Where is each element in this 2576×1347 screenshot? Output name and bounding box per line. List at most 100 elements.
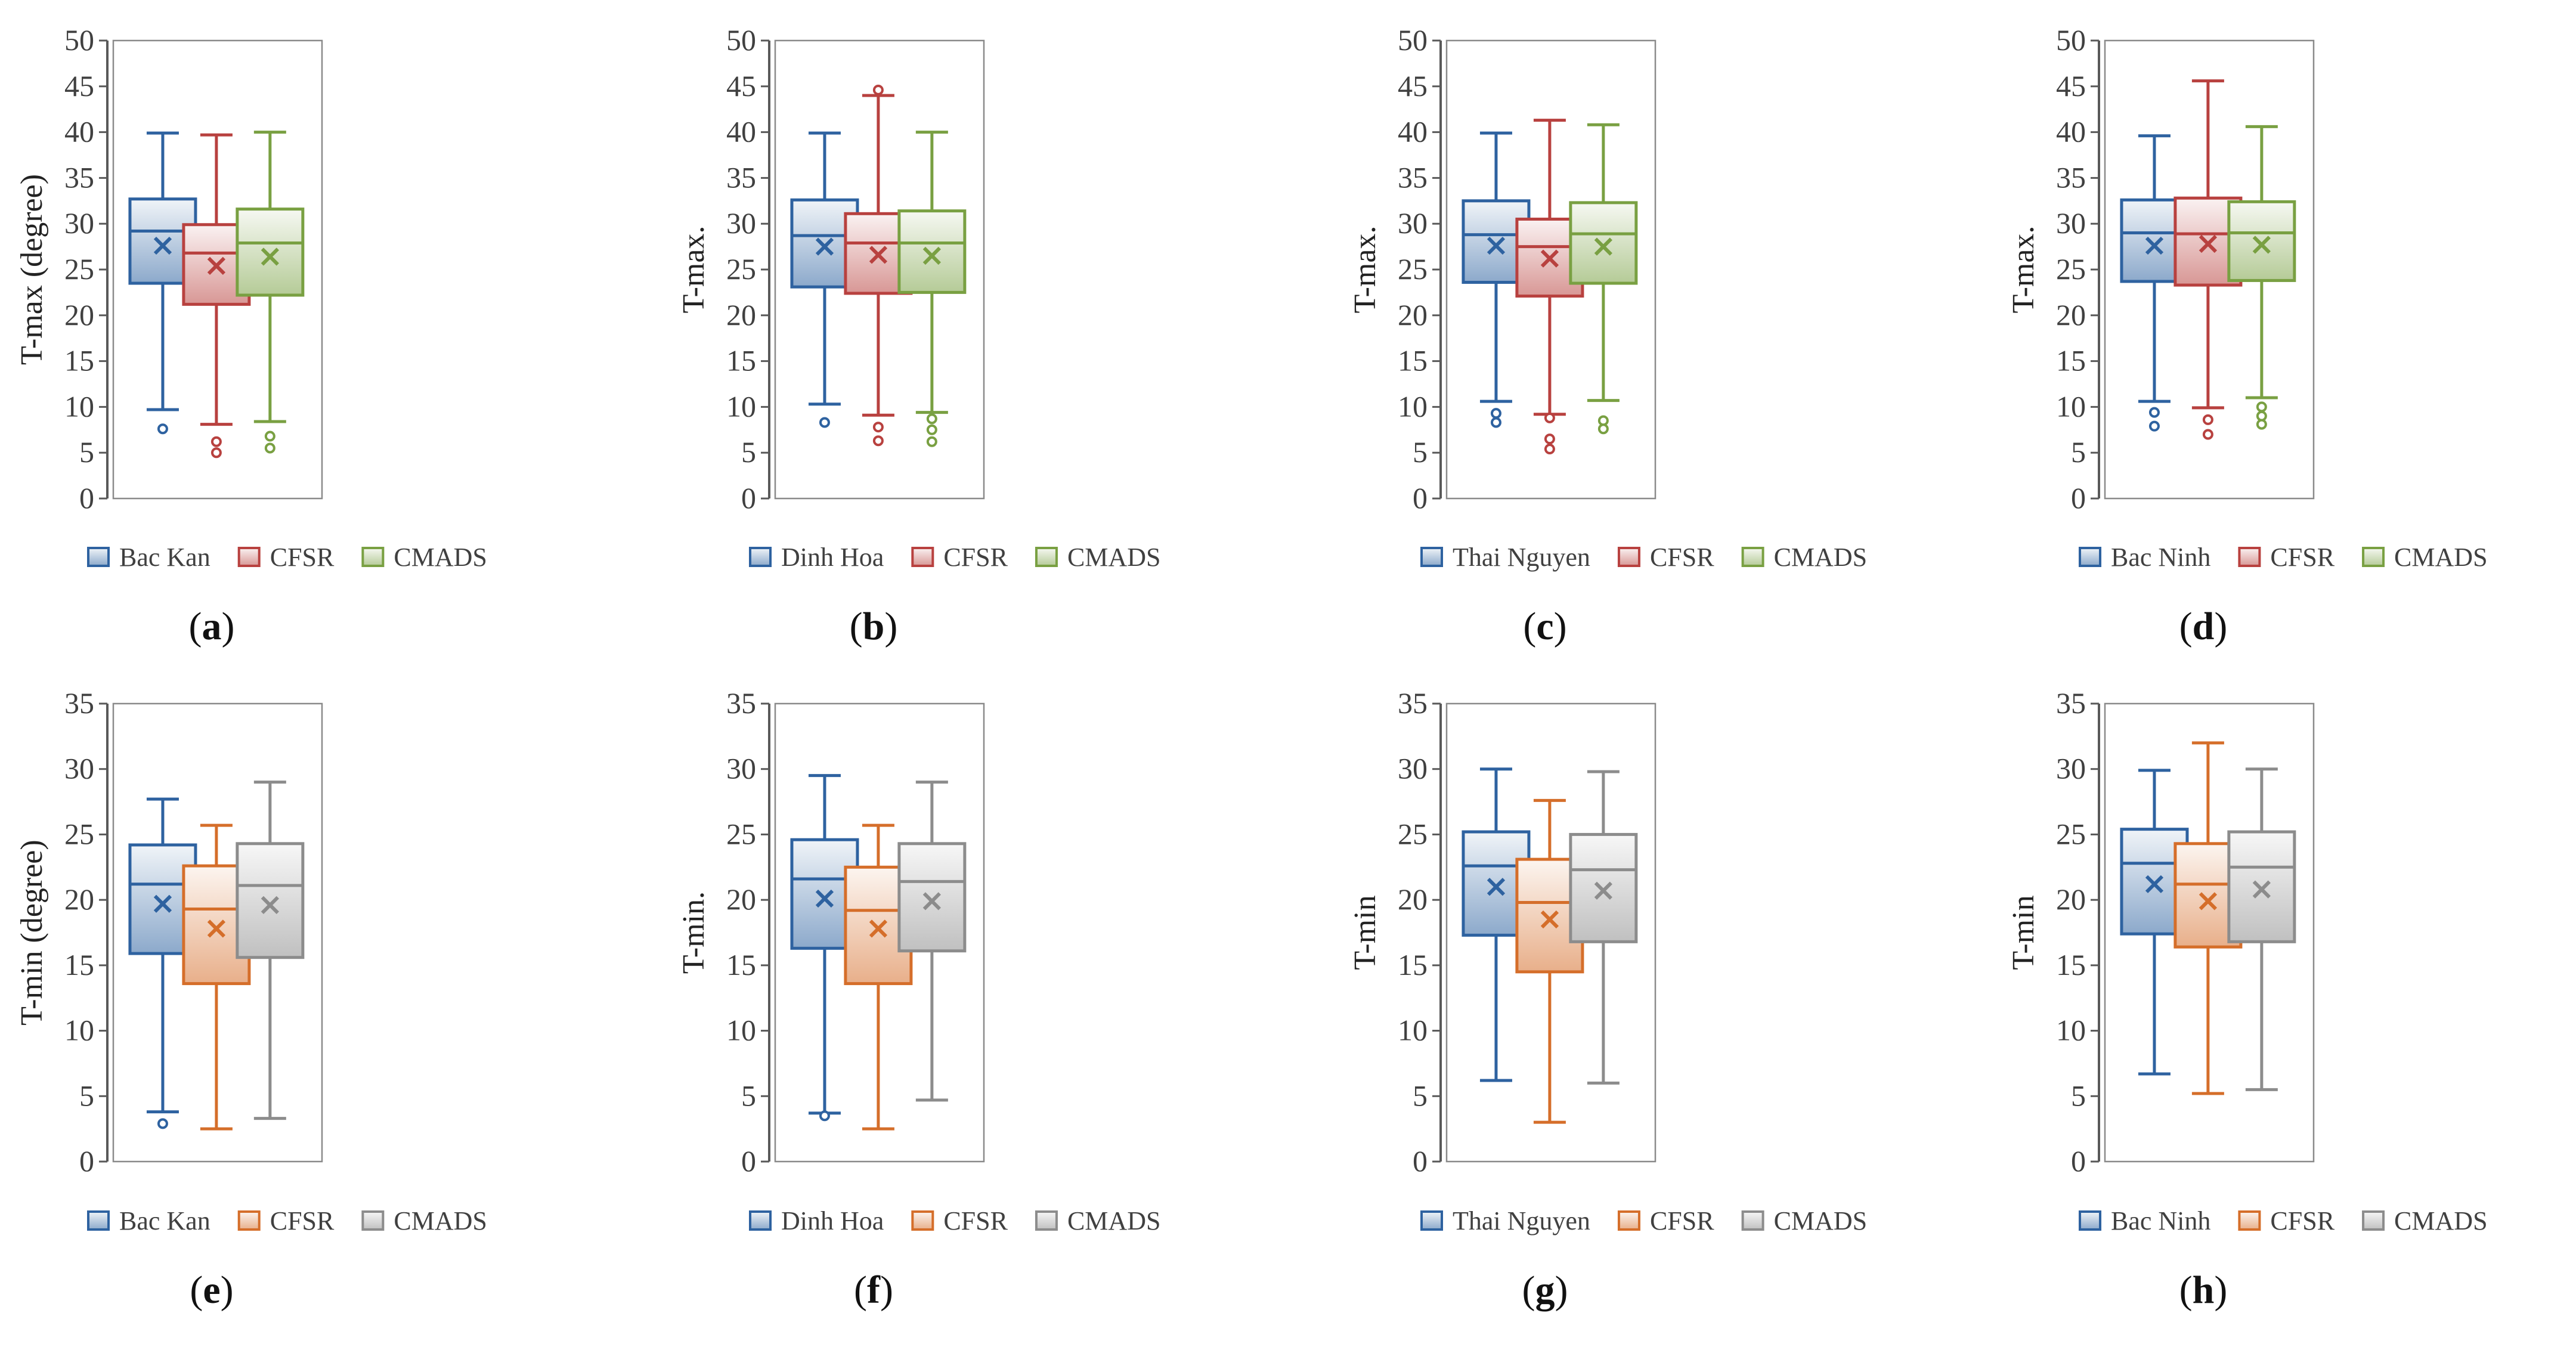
box-cmads [897,131,967,447]
legend-label: CMADS [1067,1206,1161,1235]
legend-swatch [1420,1210,1443,1231]
legend-swatch [2079,547,2101,567]
y-axis-title: T-min [2007,895,2041,970]
mean-marker [2252,236,2271,254]
legend: Bac Ninh CFSR CMADS [2079,543,2488,572]
mean-marker [261,896,279,915]
panel-label: (h) [2179,1268,2228,1312]
mean-marker [1487,236,1506,255]
mean-marker [2145,875,2164,893]
legend: Dinh Hoa CFSR CMADS [749,1206,1161,1235]
mean-stroke [1540,249,1559,268]
y-tick-label: 50 [64,23,94,57]
panel-c: 0 5 10 15 20 25 30 35 40 45 50 T-max. Thai Nguyen CFS… [1348,23,1867,648]
mean-stroke [207,256,226,275]
y-tick-label: 35 [726,686,756,720]
mean-marker [207,256,226,275]
panel-f: 0 5 10 15 20 25 30 35 T-min. Dinh Hoa CFSR CMADS (f) [677,686,1160,1312]
legend-label: CMADS [1774,1206,1868,1235]
legend-label: Thai Nguyen [1453,543,1590,572]
mean-marker [922,246,941,265]
y-tick-label: 0 [741,481,756,515]
y-tick-label: 30 [2056,752,2086,785]
legend-label: CMADS [394,543,487,572]
box-cmads [2227,767,2296,1091]
legend-swatch [2362,1210,2385,1231]
y-tick-label: 40 [1398,115,1428,148]
legend-label: CFSR [1650,1206,1714,1235]
legend-swatch [911,1210,934,1231]
outlier-point [2202,429,2213,440]
y-axis-title: T-max. [2007,226,2041,314]
y-tick-label: 0 [79,1144,94,1178]
mean-marker [1540,249,1559,268]
legend-swatch [1617,1210,1640,1231]
y-axis-title: T-max (degree) [15,174,49,365]
legend: Bac Ninh CFSR CMADS [2079,1206,2488,1235]
y-tick-label: 25 [1398,252,1428,286]
y-tick-label: 10 [1398,1014,1428,1047]
y-tick-label: 10 [64,1014,94,1047]
outlier-point [2256,419,2267,430]
mean-stroke [261,896,279,915]
legend-label: Bac Ninh [2111,1206,2210,1235]
outlier-point [264,431,275,442]
legend-label: CMADS [2394,543,2488,572]
legend-swatch [237,547,261,567]
iqr-box [897,842,967,953]
legend-label: CFSR [2270,1206,2334,1235]
mean-stroke [2252,236,2271,254]
legend: Thai Nguyen CFSR CMADS [1420,543,1868,572]
legend-label: CMADS [2394,1206,2488,1235]
iqr-box [236,842,305,959]
y-tick-label: 0 [1413,481,1428,515]
y-tick-label: 50 [726,23,756,57]
y-tick-label: 45 [64,69,94,103]
legend-label: CFSR [943,543,1008,572]
outlier-point [1490,408,1501,419]
legend-swatch [87,1210,110,1231]
y-tick-label: 5 [2071,1079,2086,1112]
y-tick-label: 45 [1398,69,1428,103]
y-tick-label: 25 [2056,252,2086,286]
legend-label: Thai Nguyen [1453,1206,1590,1235]
y-tick-label: 35 [64,686,94,720]
legend-swatch [1035,547,1058,567]
mean-marker [153,236,172,255]
panel-label: (f) [854,1268,893,1312]
panel-a: 0 5 10 15 20 25 30 35 40 45 50 T-max (degree) Bac Ka… [15,23,487,648]
outlier-point [926,424,937,435]
mean-stroke [2145,236,2164,255]
legend-swatch [911,547,934,567]
legend-label: CMADS [1774,543,1868,572]
y-tick-label: 30 [726,752,756,785]
outlier-point [1544,444,1555,455]
y-tick-label: 15 [726,344,756,377]
y-tick-label: 50 [2056,23,2086,57]
y-tick-label: 30 [2056,206,2086,240]
iqr-box [236,208,305,297]
panel-label: (e) [190,1268,233,1312]
y-tick-label: 15 [2056,344,2086,377]
panel-g: 0 5 10 15 20 25 30 35 T-min Thai Nguyen CFSR CMADS (… [1348,686,1867,1312]
y-tick-label: 5 [1413,435,1428,469]
y-tick-label: 10 [64,389,94,423]
y-tick-label: 0 [2071,481,2086,515]
legend: Thai Nguyen CFSR CMADS [1420,1206,1868,1235]
y-axis-title: T-min (degree) [15,840,49,1025]
legend-swatch [1420,547,1443,567]
y-tick-label: 40 [64,115,94,148]
legend-swatch [2238,1210,2261,1231]
legend-swatch [87,547,110,567]
y-tick-label: 25 [64,817,94,850]
iqr-box [1569,832,1638,943]
outlier-point [2256,401,2267,413]
panel-label: (d) [2179,605,2228,648]
mean-marker [2199,234,2218,253]
legend-label: CFSR [2270,543,2334,572]
panel-label: (b) [850,605,898,648]
legend-label: Bac Kan [119,543,210,572]
legend-swatch [2362,547,2385,567]
y-tick-label: 50 [1398,23,1428,57]
y-tick-label: 40 [726,115,756,148]
